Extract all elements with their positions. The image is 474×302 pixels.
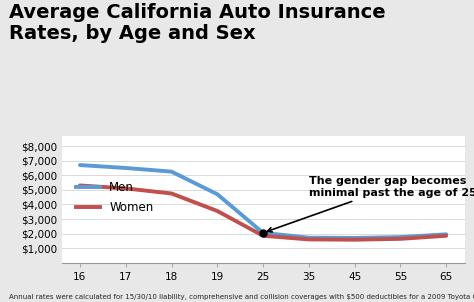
Text: Average California Auto Insurance
Rates, by Age and Sex: Average California Auto Insurance Rates,… — [9, 3, 386, 43]
Legend: Men, Women: Men, Women — [72, 176, 158, 219]
Text: Annual rates were calculated for 15/30/10 liability, comprehensive and collision: Annual rates were calculated for 15/30/1… — [9, 294, 474, 300]
Text: The gender gap becomes
minimal past the age of 25: The gender gap becomes minimal past the … — [267, 176, 474, 232]
